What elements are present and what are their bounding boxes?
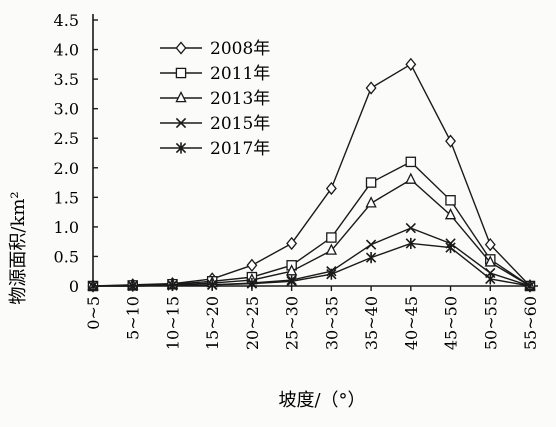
data-point [484,237,496,252]
legend-label: 2013年 [210,89,270,109]
data-point [524,280,536,292]
legend: 2008年 2011年 2013年 2015年 2017年 [160,39,270,159]
data-point [325,181,337,196]
data-point [167,279,178,292]
data-point [405,222,416,234]
series-2 [87,172,536,291]
x-tick-label: 45~50 [442,296,461,350]
x-tick-labels: 0~5 5~10 10~15 15~20 20~25 25~30 30~35 35~40 40~… [84,296,540,350]
data-point [246,258,258,272]
legend-label: 2008年 [210,39,270,59]
data-point [246,278,258,290]
y-axis-title: 物源面积/km² [8,191,29,304]
y-tick-label: 4.5 [54,11,79,30]
series-line [92,178,531,287]
legend-entry: 2015年 [160,114,270,134]
x-tick-label: 5~10 [124,296,143,340]
x-tick-label: 40~45 [402,296,421,350]
data-point [405,57,417,71]
data-point [207,279,218,291]
series-1 [87,156,536,292]
data-point [285,264,298,276]
series-line [92,63,531,287]
data-point [405,172,417,184]
legend-entry: 2011年 [160,64,270,84]
legend-entry: 2013年 [160,89,270,109]
y-tick-label: 1.0 [54,218,79,237]
data-point [326,268,337,280]
data-point [485,273,496,285]
x-tick-label: 15~20 [203,296,222,350]
legend-marker [175,90,187,103]
x-tick-label: 20~25 [243,296,262,350]
legend-marker [175,142,187,154]
y-tick-label: 1.5 [54,188,79,207]
data-point [484,255,496,267]
data-point [445,241,456,254]
data-point [286,275,297,287]
y-tick-label: 3.0 [54,100,79,119]
data-point [365,252,377,264]
x-tick-label: 25~30 [283,296,302,350]
legend-label: 2011年 [210,64,270,84]
series-group [87,57,536,293]
data-point [405,156,417,168]
x-tick-label: 35~40 [362,296,381,350]
y-tick-label: 0.5 [54,247,79,266]
x-tick-label: 50~55 [481,296,500,350]
y-tick-label: 2.5 [54,129,79,148]
data-point [405,237,416,250]
series-line [92,161,531,287]
axis-lines [92,14,538,287]
data-point [365,81,377,95]
legend-marker [175,117,187,129]
series-line [93,242,531,287]
data-point [286,236,298,251]
data-point [325,243,338,255]
x-tick-label: 10~15 [163,296,182,350]
x-tick-label: 0~5 [84,296,103,330]
y-tick-label: 3.5 [54,70,79,89]
data-point [365,239,377,250]
data-point [127,280,138,292]
legend-marker [175,41,187,55]
series-4 [87,237,536,292]
data-point [445,134,456,148]
legend-label: 2015年 [210,114,270,134]
data-point [87,280,99,292]
x-axis-title: 坡度/（°） [278,390,365,411]
data-point [326,232,337,243]
data-point [365,177,377,188]
legend-marker [175,67,187,79]
data-point [445,195,456,206]
x-tick-label: 30~35 [322,296,341,350]
y-tick-label: 2.0 [54,159,79,178]
legend-entry: 2017年 [160,139,270,159]
series-3 [87,222,536,292]
data-point [365,196,377,208]
y-tick-label: 0 [69,277,79,296]
x-tick-label: 55~60 [521,296,540,350]
y-tick-label: 4.0 [54,41,79,60]
legend-label: 2017年 [210,139,270,159]
data-point [444,208,457,220]
y-tick-labels: 0 0.5 1.0 1.5 2.0 2.5 3.0 3.5 4.0 4.5 [54,11,79,296]
legend-entry: 2008年 [160,39,270,59]
